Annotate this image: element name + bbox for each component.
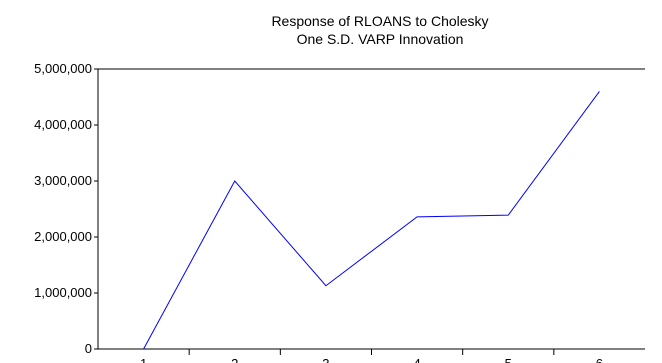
y-tick-label: 5,000,000 (34, 61, 92, 76)
y-tick-label: 0 (85, 341, 92, 356)
y-tick-label: 2,000,000 (34, 229, 92, 244)
x-tick-label: 3 (322, 356, 329, 363)
x-tick-label: 5 (505, 356, 512, 363)
series-group (143, 91, 600, 350)
y-tick-label: 4,000,000 (34, 117, 92, 132)
y-axis: 0 1,000,000 2,000,000 3,000,000 4,000,000 5,0… (34, 61, 98, 356)
series-line (143, 91, 600, 350)
x-tick-label: 2 (231, 356, 238, 363)
x-axis: 1 2 3 4 5 6 (140, 349, 603, 363)
plot-frame (97, 68, 645, 350)
chart-title: Response of RLOANS to Cholesky (271, 13, 488, 29)
x-tick-label: 4 (413, 356, 420, 363)
y-tick-label: 1,000,000 (34, 285, 92, 300)
x-tick-label: 1 (140, 356, 147, 363)
chart-subtitle: One S.D. VARP Innovation (297, 31, 464, 47)
x-tick-label: 6 (596, 356, 603, 363)
y-tick-label: 3,000,000 (34, 173, 92, 188)
